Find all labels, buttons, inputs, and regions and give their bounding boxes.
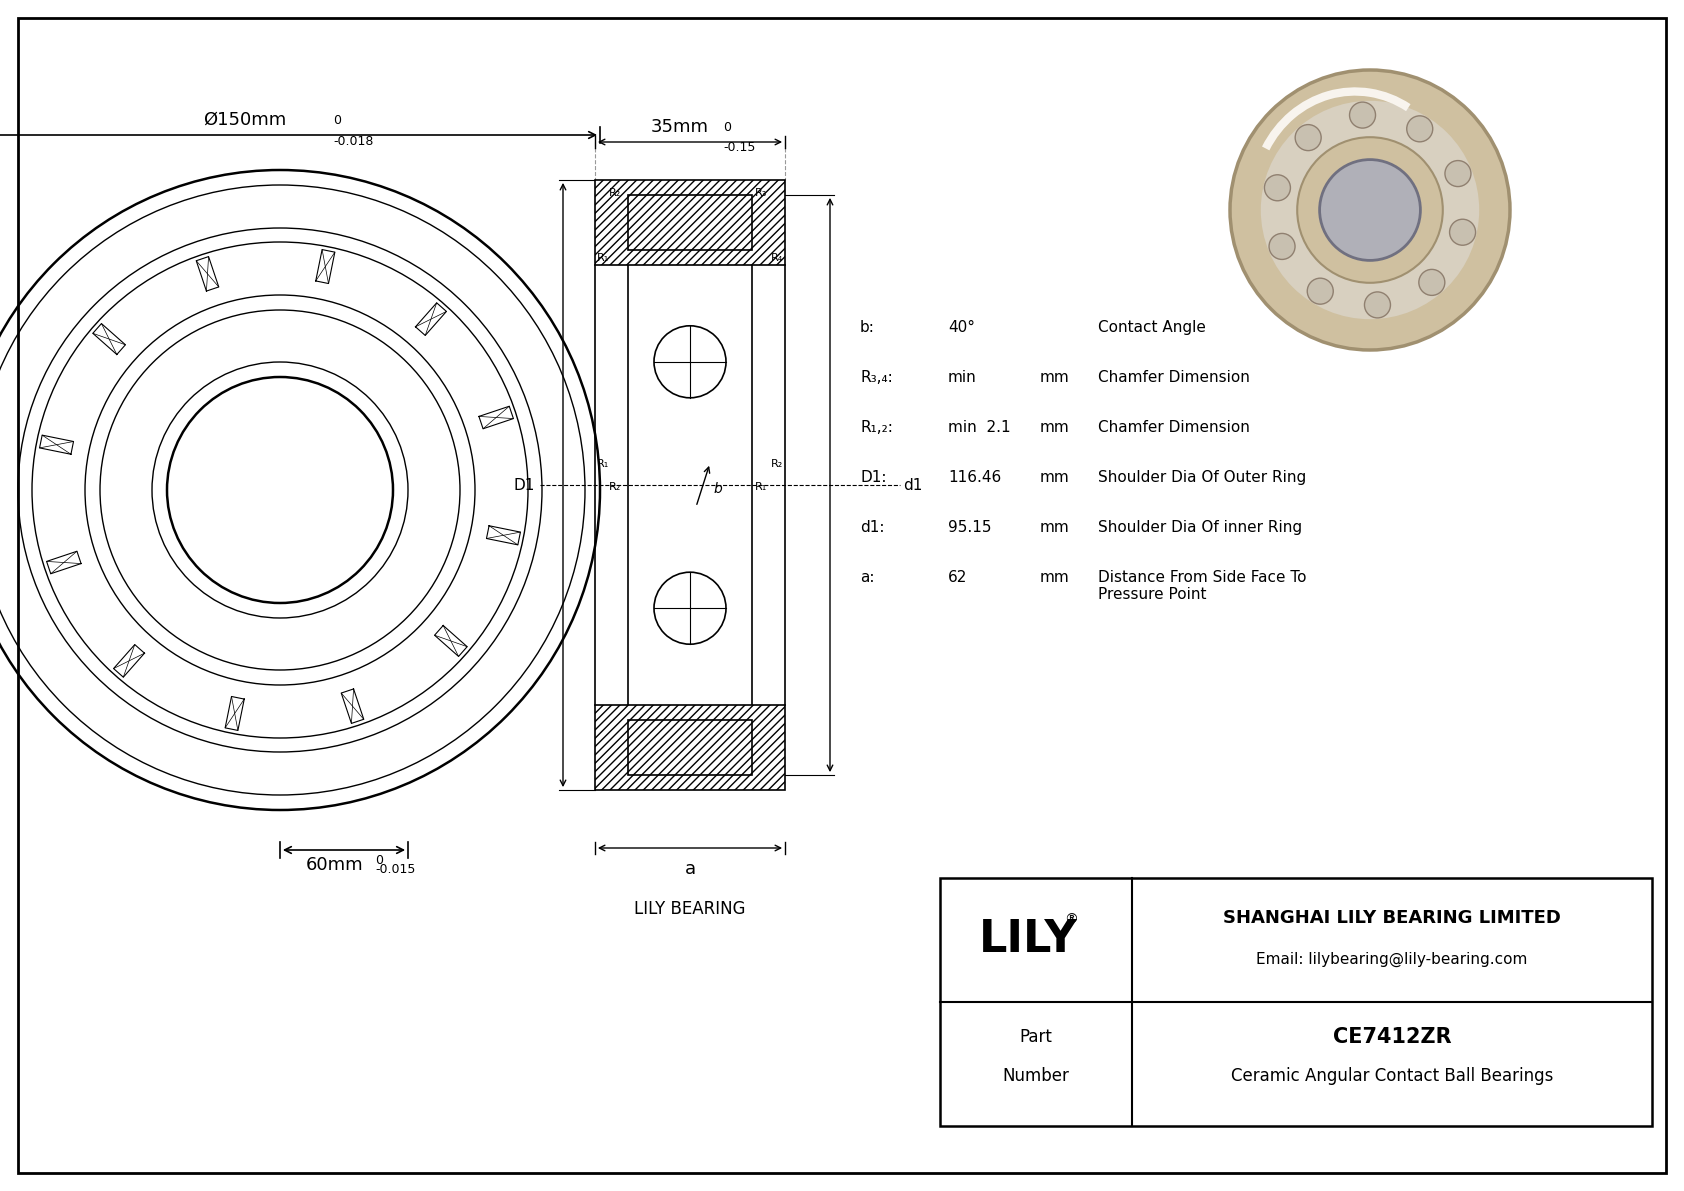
- Text: ®: ®: [1064, 912, 1078, 927]
- Text: 95.15: 95.15: [948, 520, 992, 535]
- Text: 0: 0: [722, 121, 731, 135]
- Circle shape: [1445, 161, 1470, 187]
- Text: 60mm: 60mm: [306, 856, 364, 874]
- Text: Shoulder Dia Of inner Ring: Shoulder Dia Of inner Ring: [1098, 520, 1302, 535]
- Text: Part: Part: [1021, 1028, 1052, 1046]
- Text: a: a: [684, 860, 695, 878]
- Text: D1: D1: [514, 478, 536, 493]
- Text: mm: mm: [1041, 570, 1069, 585]
- Text: Ceramic Angular Contact Ball Bearings: Ceramic Angular Contact Ball Bearings: [1231, 1067, 1553, 1085]
- Bar: [940, 878, 1652, 1125]
- Text: Pressure Point: Pressure Point: [1098, 587, 1206, 601]
- Text: SHANGHAI LILY BEARING LIMITED: SHANGHAI LILY BEARING LIMITED: [1223, 909, 1561, 927]
- Text: -0.015: -0.015: [376, 863, 416, 877]
- Text: b:: b:: [861, 320, 876, 335]
- Text: Contact Angle: Contact Angle: [1098, 320, 1206, 335]
- Text: R₁: R₁: [754, 482, 768, 492]
- Circle shape: [1261, 101, 1479, 319]
- Text: R₃: R₃: [754, 188, 768, 198]
- Circle shape: [1420, 269, 1445, 295]
- Circle shape: [1406, 116, 1433, 142]
- Circle shape: [1270, 233, 1295, 260]
- Bar: [628, 195, 753, 250]
- Text: mm: mm: [1041, 370, 1069, 385]
- Text: 0: 0: [376, 854, 382, 867]
- Text: R₃,₄:: R₃,₄:: [861, 370, 893, 385]
- Text: R₁: R₁: [598, 252, 610, 263]
- Text: mm: mm: [1041, 520, 1069, 535]
- Text: b: b: [714, 482, 722, 495]
- Text: min  2.1: min 2.1: [948, 420, 1010, 435]
- Text: Chamfer Dimension: Chamfer Dimension: [1098, 420, 1250, 435]
- Text: CE7412ZR: CE7412ZR: [1332, 1027, 1452, 1047]
- Text: LILY: LILY: [978, 918, 1078, 961]
- Text: 116.46: 116.46: [948, 470, 1002, 485]
- Text: 35mm: 35mm: [652, 118, 709, 136]
- Text: Email: lilybearing@lily-bearing.com: Email: lilybearing@lily-bearing.com: [1256, 953, 1527, 967]
- Bar: [594, 705, 785, 790]
- Circle shape: [1265, 175, 1290, 201]
- Circle shape: [1266, 106, 1474, 313]
- Circle shape: [1320, 160, 1420, 261]
- Text: mm: mm: [1041, 470, 1069, 485]
- Text: R₂: R₂: [610, 482, 621, 492]
- Circle shape: [1297, 137, 1443, 282]
- Text: Chamfer Dimension: Chamfer Dimension: [1098, 370, 1250, 385]
- Text: Shoulder Dia Of Outer Ring: Shoulder Dia Of Outer Ring: [1098, 470, 1307, 485]
- Bar: [594, 180, 785, 266]
- Circle shape: [1295, 125, 1322, 150]
- Text: R₁: R₁: [598, 459, 610, 469]
- Text: a:: a:: [861, 570, 874, 585]
- Text: -0.018: -0.018: [333, 135, 374, 148]
- Text: 62: 62: [948, 570, 967, 585]
- Circle shape: [1229, 70, 1511, 350]
- Bar: [628, 721, 753, 775]
- Circle shape: [1364, 292, 1391, 318]
- Text: R₁,₂:: R₁,₂:: [861, 420, 893, 435]
- Text: R₂: R₂: [771, 459, 783, 469]
- Text: d1:: d1:: [861, 520, 884, 535]
- Text: D1:: D1:: [861, 470, 886, 485]
- Text: d1: d1: [903, 478, 923, 493]
- Text: 40°: 40°: [948, 320, 975, 335]
- Text: 0: 0: [333, 114, 340, 127]
- Circle shape: [1307, 279, 1334, 304]
- Text: R₂: R₂: [610, 188, 621, 198]
- Text: R₄: R₄: [771, 252, 783, 263]
- Text: min: min: [948, 370, 977, 385]
- Text: -0.15: -0.15: [722, 141, 756, 154]
- Text: mm: mm: [1041, 420, 1069, 435]
- Circle shape: [1450, 219, 1475, 245]
- Text: LILY BEARING: LILY BEARING: [635, 900, 746, 918]
- Text: Ø150mm: Ø150mm: [204, 111, 286, 129]
- Text: Distance From Side Face To: Distance From Side Face To: [1098, 570, 1307, 585]
- Circle shape: [1349, 102, 1376, 129]
- Text: Number: Number: [1002, 1067, 1069, 1085]
